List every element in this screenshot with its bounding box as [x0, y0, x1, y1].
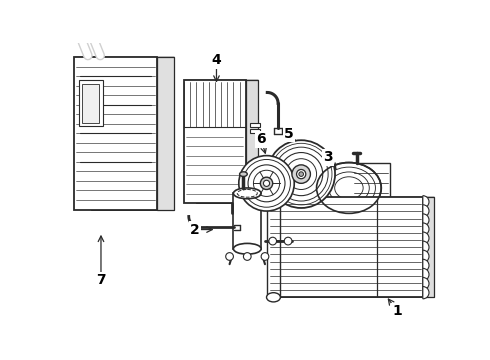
Ellipse shape	[240, 172, 247, 176]
Circle shape	[264, 180, 270, 186]
Ellipse shape	[233, 188, 261, 199]
Circle shape	[299, 172, 303, 176]
Polygon shape	[269, 197, 423, 297]
Polygon shape	[196, 80, 258, 203]
Circle shape	[268, 140, 335, 208]
Circle shape	[284, 237, 292, 245]
Wedge shape	[423, 232, 429, 244]
Wedge shape	[423, 205, 429, 217]
Polygon shape	[245, 80, 258, 203]
Polygon shape	[423, 197, 435, 297]
Circle shape	[292, 165, 311, 183]
Wedge shape	[423, 268, 429, 281]
Polygon shape	[82, 84, 99, 122]
Wedge shape	[423, 195, 429, 208]
Ellipse shape	[267, 293, 280, 302]
Polygon shape	[184, 80, 245, 203]
Circle shape	[239, 156, 294, 211]
Text: 4: 4	[212, 53, 221, 67]
Wedge shape	[423, 223, 429, 235]
Polygon shape	[280, 197, 435, 297]
Bar	[249, 129, 260, 133]
Circle shape	[244, 253, 251, 260]
Circle shape	[296, 170, 306, 179]
Text: 6: 6	[256, 132, 266, 147]
Circle shape	[269, 237, 276, 245]
Wedge shape	[423, 259, 429, 271]
Wedge shape	[423, 278, 429, 290]
Polygon shape	[267, 197, 280, 297]
Text: 7: 7	[96, 273, 106, 287]
Polygon shape	[353, 163, 390, 213]
Circle shape	[261, 253, 269, 260]
Text: 2: 2	[190, 222, 200, 237]
Wedge shape	[423, 287, 429, 299]
Wedge shape	[423, 250, 429, 262]
Circle shape	[260, 177, 273, 189]
Polygon shape	[157, 57, 174, 210]
Ellipse shape	[317, 163, 381, 213]
Text: 3: 3	[323, 150, 333, 164]
Polygon shape	[91, 57, 174, 210]
Ellipse shape	[267, 193, 280, 202]
Polygon shape	[74, 57, 157, 210]
Text: 1: 1	[392, 304, 402, 318]
Text: 5: 5	[284, 127, 294, 141]
Bar	[249, 122, 260, 127]
Polygon shape	[79, 80, 102, 126]
Wedge shape	[423, 241, 429, 253]
Wedge shape	[423, 214, 429, 226]
Circle shape	[226, 253, 233, 260]
Ellipse shape	[233, 243, 261, 254]
Polygon shape	[233, 193, 261, 249]
